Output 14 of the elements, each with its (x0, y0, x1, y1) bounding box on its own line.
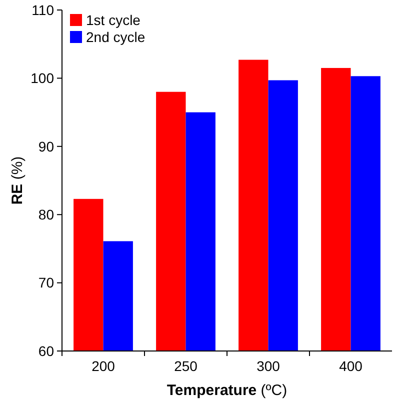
y-tick-label: 60 (38, 342, 54, 359)
y-tick-label: 90 (38, 138, 54, 154)
x-tick-label: 250 (174, 358, 198, 374)
x-tick-label: 300 (256, 358, 280, 374)
y-tick-label: 70 (38, 274, 54, 291)
x-tick-label: 400 (339, 358, 363, 374)
y-tick-label: 110 (32, 2, 54, 18)
y-axis-title: RE (%) (9, 156, 26, 205)
x-tick-label: 200 (92, 358, 116, 374)
y-tick-label: 100 (30, 70, 54, 86)
y-tick-label: 80 (38, 206, 54, 222)
legend-label: 2nd cycle (86, 29, 146, 45)
legend-label: 1st cycle (86, 12, 141, 28)
x-axis-title: Temperature (ºC) (166, 382, 288, 399)
